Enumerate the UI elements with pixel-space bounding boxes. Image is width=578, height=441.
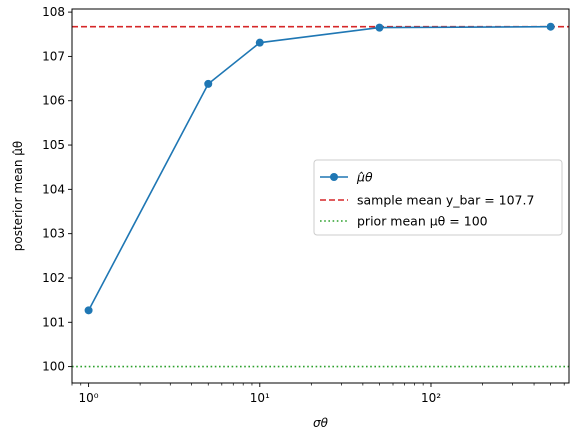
data-point xyxy=(546,22,555,31)
x-tick-label: 10¹ xyxy=(250,391,270,405)
legend-frame xyxy=(313,159,563,236)
axes: 10⁰ 10¹ 10² 100 101 102 103 104 105 106 107 108 xyxy=(42,5,565,405)
y-tick-label: 102 xyxy=(42,271,65,285)
data-point xyxy=(375,23,384,32)
y-axis-label: posterior mean μ̂θ xyxy=(11,141,25,251)
y-tick-label: 106 xyxy=(42,94,65,108)
data-point xyxy=(204,79,213,88)
legend-label-sample-mean: sample mean y_bar = 107.7 xyxy=(357,193,534,208)
y-tick-label: 107 xyxy=(42,49,65,63)
legend-label-prior-mean: prior mean μθ = 100 xyxy=(357,214,488,229)
legend-label-posterior-mean: μ̂θ xyxy=(356,170,373,185)
legend-marker-posterior-mean xyxy=(330,173,338,181)
data-point xyxy=(84,306,93,315)
plot-area xyxy=(72,22,569,368)
legend-entry-sample-mean: sample mean y_bar = 107.7 xyxy=(320,193,534,208)
legend-entry-prior-mean: prior mean μθ = 100 xyxy=(320,214,488,229)
y-tick-label: 101 xyxy=(42,315,65,329)
y-tick-label: 104 xyxy=(42,182,65,196)
legend: μ̂θ sample mean y_bar = 107.7 prior mean… xyxy=(313,159,563,236)
x-tick-label: 10⁰ xyxy=(79,391,99,405)
x-axis-label: σθ xyxy=(313,416,329,430)
y-tick-label: 105 xyxy=(42,138,65,152)
y-tick-label: 100 xyxy=(42,360,65,374)
x-tick-label: 10² xyxy=(421,391,441,405)
data-point xyxy=(255,38,264,47)
y-tick-label: 103 xyxy=(42,227,65,241)
y-tick-label: 108 xyxy=(42,5,65,19)
axes-frame xyxy=(71,8,570,384)
legend-entry-posterior-mean: μ̂θ xyxy=(320,170,373,185)
